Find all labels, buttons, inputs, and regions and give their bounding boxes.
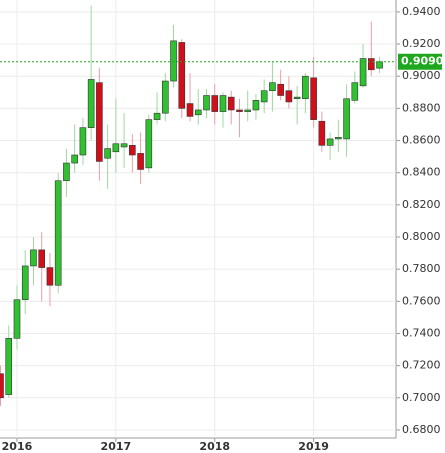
current-price-label: 0.9090 (401, 55, 444, 68)
candle-body (343, 98, 350, 140)
y-tick-label: 0.9200 (402, 37, 441, 50)
candle-body (310, 77, 317, 120)
candle-body (367, 58, 375, 71)
x-tick-label: 2019 (298, 440, 329, 453)
candle-body (87, 79, 95, 128)
candle-body (203, 95, 210, 111)
candle-body (63, 162, 70, 182)
candle-body (269, 82, 276, 91)
y-tick-label: 0.7000 (402, 391, 441, 404)
candle-body (137, 153, 144, 170)
y-tick-label: 0.7800 (402, 262, 441, 275)
candle-body (5, 338, 13, 395)
candle-body (162, 80, 169, 114)
candle-body (120, 143, 128, 148)
current-price-box (398, 53, 442, 70)
candle-body (285, 90, 293, 103)
y-tick-label: 0.7600 (402, 294, 441, 307)
candle-body (335, 137, 342, 140)
candle-body (71, 154, 78, 164)
candle-body (376, 61, 383, 69)
candle-body (38, 249, 46, 268)
candle-body (293, 96, 301, 100)
candle-body (219, 95, 227, 112)
y-tick-label: 0.8000 (402, 230, 441, 243)
candle-body (104, 148, 111, 159)
candle-body (302, 75, 309, 100)
y-tick-label: 0.9400 (402, 5, 441, 18)
candle-body (260, 90, 268, 103)
candle-body (13, 299, 21, 339)
candle-body (112, 143, 120, 153)
candle-body (129, 145, 136, 156)
candle-body (21, 265, 29, 301)
candle-body (170, 40, 177, 82)
candle-body (96, 82, 103, 162)
candle-body (79, 127, 87, 156)
candle-body (54, 180, 62, 286)
x-tick-label: 2018 (199, 440, 230, 453)
candle-body (153, 112, 161, 120)
candle-body (236, 109, 243, 112)
candle-body (244, 109, 251, 112)
x-tick-label: 2017 (101, 440, 132, 453)
candle-body (30, 249, 37, 267)
y-tick-label: 0.8200 (402, 198, 441, 211)
candle-body (318, 120, 326, 146)
candle-body (359, 58, 367, 87)
candle-body (351, 82, 359, 101)
y-tick-label: 0.6800 (402, 423, 441, 436)
y-tick-label: 0.8800 (402, 101, 441, 114)
candle-body (326, 138, 334, 146)
candle-body (186, 103, 194, 117)
y-tick-label: 0.8400 (402, 166, 441, 179)
x-tick-label: 2016 (2, 440, 33, 453)
candle-body (178, 42, 186, 109)
candle-body (227, 96, 235, 111)
candle-body (252, 100, 260, 111)
candle-body (0, 373, 4, 399)
candle-body (194, 109, 202, 116)
candle-body (211, 95, 219, 112)
candle-body (46, 267, 54, 286)
y-tick-label: 0.8600 (402, 134, 441, 147)
y-tick-label: 0.9000 (402, 69, 441, 82)
y-tick-label: 0.7200 (402, 359, 441, 372)
y-tick-label: 0.7400 (402, 326, 441, 339)
candle-body (277, 83, 284, 96)
candle-body (145, 119, 153, 169)
